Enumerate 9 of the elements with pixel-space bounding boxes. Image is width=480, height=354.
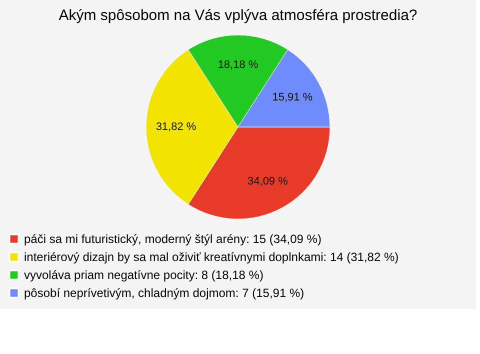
- data-label: 34,09 %: [248, 175, 288, 188]
- data-label: 18,18 %: [218, 59, 258, 71]
- data-label: 31,82 %: [156, 121, 196, 133]
- legend-label: páči sa mi futuristický, moderný štýl arény: 15 (34,09 %): [24, 232, 322, 246]
- chart-title: Akým spôsobom na Vás vplýva atmosféra prostredia?: [58, 7, 418, 24]
- legend-label: interiérový dizajn by sa mal oživiť kreatívnymi doplnkami: 14 (31,82 %): [24, 250, 399, 264]
- legend-label: vyvoláva priam negatívne pocity: 8 (18,18 %): [24, 268, 264, 282]
- legend-label: pôsobí neprívetivým, chladným dojmom: 7 (15,91 %): [24, 286, 304, 300]
- data-label: 15,91 %: [272, 91, 313, 104]
